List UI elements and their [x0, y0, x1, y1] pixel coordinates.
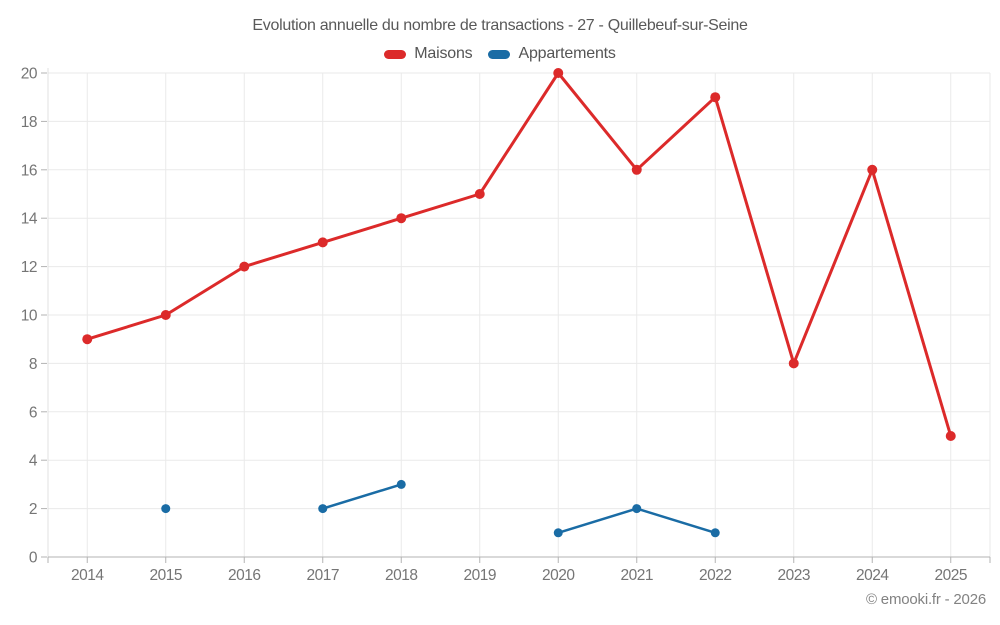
legend-swatch-icon: [488, 49, 511, 59]
y-tick-label: 0: [29, 550, 38, 567]
maisons-point: [867, 164, 878, 175]
x-tick-label: 2019: [464, 567, 496, 584]
x-tick-label: 2017: [307, 567, 339, 584]
appartements-point: [632, 504, 642, 514]
appartements-point: [318, 504, 328, 514]
appartements-point: [553, 528, 563, 538]
x-tick-label: 2024: [856, 567, 889, 584]
x-tick-label: 2025: [935, 567, 967, 584]
y-tick-label: 14: [21, 211, 38, 228]
x-tick-label: 2021: [621, 567, 653, 584]
maisons-point: [239, 261, 250, 272]
x-tick-label: 2014: [71, 567, 104, 584]
maisons-point: [945, 431, 956, 441]
maisons-point: [160, 310, 171, 320]
maisons-point: [82, 334, 93, 345]
y-tick-label: 18: [21, 114, 37, 131]
legend-item-label: Maisons: [414, 45, 473, 62]
maisons-point: [317, 237, 328, 248]
y-tick-label: 20: [21, 66, 38, 83]
appartements-line: [321, 483, 403, 510]
appartements-point: [710, 528, 720, 538]
x-tick-label: 2015: [150, 567, 182, 584]
maisons-point: [631, 164, 642, 175]
appartements-point: [396, 479, 406, 489]
y-tick-label: 10: [21, 308, 38, 325]
y-tick-label: 2: [29, 501, 37, 518]
chart-legend: Maisons Appartements: [0, 45, 1000, 63]
appartements-point: [161, 504, 171, 514]
x-tick-label: 2016: [228, 567, 260, 584]
x-tick-label: 2018: [385, 567, 417, 584]
maisons-line: [85, 71, 953, 438]
copyright-text: © emooki.fr - 2026: [865, 591, 986, 608]
legend-item-appartements[interactable]: Appartements: [488, 45, 616, 63]
maisons-point: [553, 68, 564, 78]
y-tick-label: 12: [21, 259, 37, 276]
x-tick-label: 2020: [542, 567, 575, 584]
maisons-point: [396, 213, 407, 224]
y-tick-label: 16: [21, 162, 37, 179]
legend-item-label: Appartements: [518, 45, 616, 62]
chart-title: Evolution annuelle du nombre de transact…: [252, 17, 748, 34]
legend-swatch-icon: [384, 49, 407, 59]
maisons-point: [788, 358, 799, 369]
y-tick-label: 8: [29, 356, 37, 373]
y-tick-label: 4: [29, 453, 38, 470]
y-tick-label: 6: [29, 404, 37, 421]
x-tick-label: 2023: [778, 567, 810, 584]
maisons-point: [474, 189, 485, 199]
maisons-point: [710, 92, 721, 103]
x-tick-label: 2022: [699, 567, 731, 584]
legend-item-maisons[interactable]: Maisons: [384, 45, 473, 63]
